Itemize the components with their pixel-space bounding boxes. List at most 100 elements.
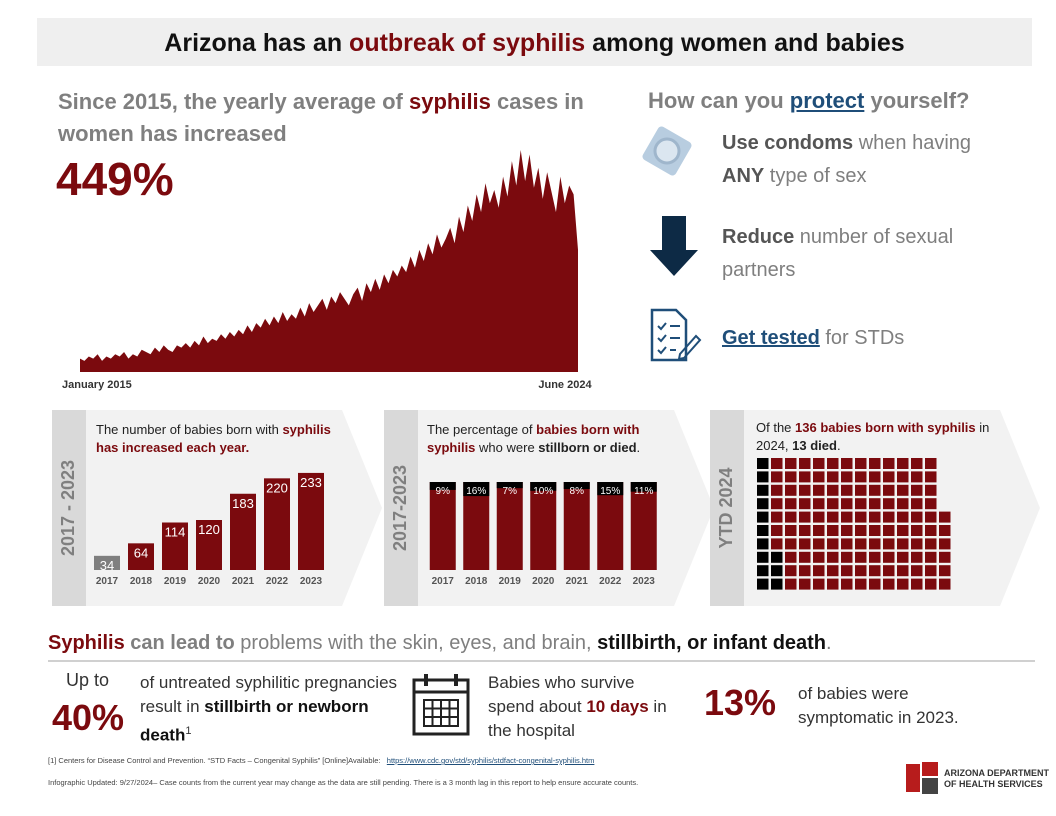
- waffle-cell: [813, 525, 825, 536]
- fact-stat: 40%: [52, 697, 125, 738]
- trend-text: Since 2015, the yearly average of syphil…: [58, 86, 618, 150]
- text: who were: [475, 440, 539, 455]
- text-bold: can lead to: [124, 632, 235, 654]
- waffle-cell: [771, 484, 783, 496]
- text-bold: ANY: [722, 165, 765, 187]
- area: [80, 150, 578, 372]
- text-highlight: babies born with syphilis: [427, 422, 640, 455]
- panel-title: Of the 136 babies born with syphilis in …: [756, 419, 1006, 455]
- protect-item: Use condoms when having ANY type of sex: [722, 127, 1012, 193]
- number: 13: [792, 438, 807, 453]
- citation-link[interactable]: https://www.cdc.gov/std/syphilis/stdfact…: [386, 756, 595, 765]
- waffle-cell: [855, 525, 867, 536]
- waffle-cell: [897, 538, 909, 550]
- bar-base: [429, 482, 456, 570]
- waffle-cell: [869, 484, 881, 496]
- waffle-cell: [855, 458, 867, 469]
- waffle-cell: [841, 458, 853, 469]
- waffle-cell: [799, 484, 811, 496]
- waffle-cell: [939, 578, 951, 590]
- waffle-cell: [841, 565, 853, 577]
- waffle-cell: [785, 578, 797, 590]
- waffle-cell: [771, 525, 783, 536]
- waffle-cell: [897, 484, 909, 496]
- bar: [298, 472, 324, 570]
- text: in the hospital: [488, 697, 667, 740]
- waffle-cell: [841, 538, 853, 550]
- waffle-cell: [827, 565, 839, 577]
- circle: [653, 137, 681, 165]
- waffle-cell: [911, 458, 923, 469]
- waffle-cell: [813, 578, 825, 590]
- value-label: 7%: [503, 486, 518, 497]
- waffle-cell: [869, 578, 881, 590]
- value-label: 233: [300, 475, 322, 490]
- bar-base: [563, 482, 590, 570]
- bar: [597, 482, 624, 496]
- waffle-cell: [869, 471, 881, 483]
- bar-base: [496, 482, 523, 570]
- text: Babies who survive spend about: [488, 673, 635, 716]
- waffle-cell: [939, 525, 951, 536]
- value-label: 64: [134, 545, 148, 560]
- text-bold: stillborn or died: [538, 440, 637, 455]
- text-bold: Reduce: [722, 226, 795, 248]
- waffle-cell: [827, 578, 839, 590]
- protect-item: Get tested for STDs: [722, 322, 1012, 355]
- rect: [454, 674, 458, 686]
- fact-text: Babies who survive spend about 10 days i…: [488, 671, 668, 743]
- text: .: [836, 438, 841, 453]
- waffle-cell: [925, 578, 937, 590]
- waffle-cell: [925, 471, 937, 483]
- waffle-cell: [771, 498, 783, 510]
- x-tick-label: 2020: [532, 576, 555, 587]
- waffle-cell: [841, 525, 853, 536]
- waffle-cell: [771, 538, 783, 550]
- polygon: [650, 216, 698, 276]
- panel-side-label: 2017-2023: [390, 465, 410, 551]
- percent-panel: 2017-2023 9% 2017 16% 2018 7% 2019 10% 2020 8% 202…: [384, 410, 714, 606]
- waffle-cell: [813, 511, 825, 523]
- waffle-cell: [855, 498, 867, 510]
- waffle-cell: [827, 538, 839, 550]
- bar-base: [463, 482, 490, 570]
- waffle-cell: [841, 551, 853, 563]
- waffle-cell: [855, 551, 867, 563]
- header-bar: [37, 18, 1032, 66]
- waffle-cell: [757, 511, 769, 523]
- waffle-cell: [785, 484, 797, 496]
- waffle-cell: [869, 551, 881, 563]
- fact-stat: 13%: [704, 682, 777, 723]
- risk-heading: Syphilis can lead to problems with the s…: [48, 632, 832, 655]
- waffle-cell: [897, 578, 909, 590]
- text-highlight: Syphilis: [48, 632, 125, 654]
- waffle-cell: [855, 578, 867, 590]
- waffle-cell: [911, 565, 923, 577]
- waffle-cell: [757, 525, 769, 536]
- bar: [630, 482, 657, 492]
- waffle-cell: [799, 471, 811, 483]
- x-tick-label: 2020: [198, 576, 221, 587]
- waffle-cell: [799, 565, 811, 577]
- rect: [906, 764, 920, 792]
- waffle-cell: [883, 525, 895, 536]
- value-label: 220: [266, 480, 288, 495]
- waffle-cell: [785, 458, 797, 469]
- waffle-cell: [911, 498, 923, 510]
- waffle-cell: [841, 578, 853, 590]
- text: of untreated syphilitic pregnancies resu…: [140, 673, 398, 716]
- panel-title: The number of babies born with syphilis …: [96, 421, 356, 457]
- waffle-cell: [827, 525, 839, 536]
- area-chart: January 2015 June 2024: [62, 150, 592, 391]
- value-label: 16%: [466, 486, 486, 497]
- waffle-cell: [757, 458, 769, 469]
- waffle-cell: [897, 551, 909, 563]
- waffle-cell: [785, 565, 797, 577]
- waffle-cell: [771, 551, 783, 563]
- waffle-cell: [883, 458, 895, 469]
- waffle-cell: [925, 538, 937, 550]
- waffle-cell: [911, 578, 923, 590]
- waffle-cell: [925, 551, 937, 563]
- rect: [922, 778, 938, 794]
